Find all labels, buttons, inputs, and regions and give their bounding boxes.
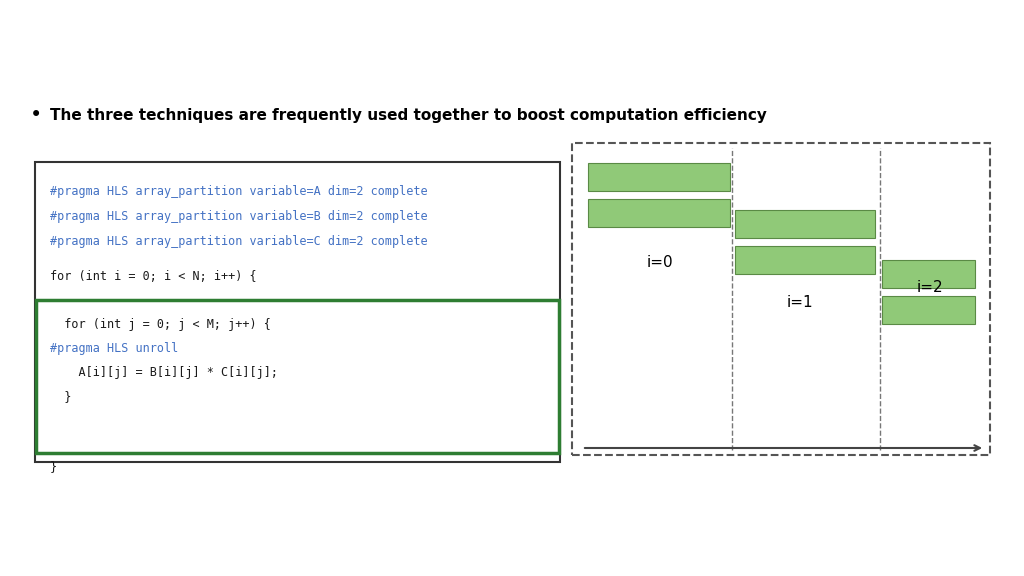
Bar	[735, 210, 874, 238]
Text: i=1: i=1	[786, 295, 813, 310]
Text: A[i][j] = B[i][j] * C[i][j];: A[i][j] = B[i][j] * C[i][j];	[50, 366, 278, 379]
Bar	[735, 246, 874, 274]
Text: for (int i = 0; i < N; i++) {: for (int i = 0; i < N; i++) {	[50, 270, 257, 283]
Bar	[588, 199, 730, 227]
Text: https://sharclab.ece.gatech.edu/: https://sharclab.ece.gatech.edu/	[550, 546, 720, 556]
Bar	[882, 260, 975, 288]
Text: #pragma HLS unroll: #pragma HLS unroll	[50, 342, 178, 355]
Text: Tech: Tech	[932, 51, 974, 69]
Text: #pragma HLS array_partition variable=C dim=2 complete: #pragma HLS array_partition variable=C d…	[50, 235, 428, 248]
Text: #pragma HLS array_partition variable=B dim=2 complete: #pragma HLS array_partition variable=B d…	[50, 210, 428, 223]
Text: Put-together: Pipeline + Unroll +Partition: Put-together: Pipeline + Unroll +Partiti…	[26, 28, 681, 55]
Text: for (int j = 0; j < M; j++) {: for (int j = 0; j < M; j++) {	[50, 318, 271, 331]
Bar	[882, 296, 975, 324]
Text: Georgia: Georgia	[932, 22, 1006, 40]
Bar	[35, 162, 560, 462]
Text: The three techniques are frequently used together to boost computation efficienc: The three techniques are frequently used…	[50, 108, 767, 123]
Text: #pragma HLS array_partition variable=A dim=2 complete: #pragma HLS array_partition variable=A d…	[50, 185, 428, 198]
Bar	[36, 300, 559, 453]
Text: •: •	[30, 105, 42, 125]
Text: }: }	[50, 390, 72, 403]
Text: i=0: i=0	[647, 255, 674, 270]
Text: Callie Hao | Sharc-lab @ Georgia Institute of Technology: Callie Hao | Sharc-lab @ Georgia Institu…	[79, 545, 372, 556]
Text: }: }	[50, 460, 57, 473]
Bar	[572, 143, 990, 455]
Text: 30: 30	[975, 541, 1001, 560]
Text: i=2: i=2	[916, 280, 943, 295]
Bar	[588, 163, 730, 191]
